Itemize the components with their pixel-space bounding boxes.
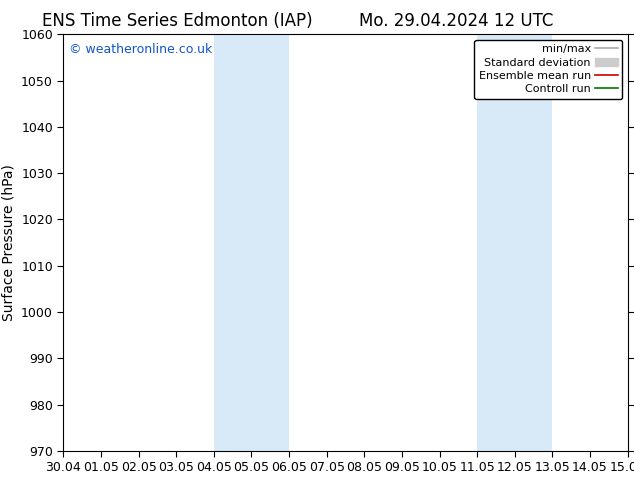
Text: © weatheronline.co.uk: © weatheronline.co.uk [69, 43, 212, 56]
Text: ENS Time Series Edmonton (IAP): ENS Time Series Edmonton (IAP) [42, 12, 313, 30]
Bar [477, 34, 552, 451]
Bar [214, 34, 289, 451]
Y-axis label: Surface Pressure (hPa): Surface Pressure (hPa) [1, 164, 16, 321]
Text: Mo. 29.04.2024 12 UTC: Mo. 29.04.2024 12 UTC [359, 12, 553, 30]
Legend: min/max, Standard deviation, Ensemble mean run, Controll run: min/max, Standard deviation, Ensemble me… [474, 40, 622, 99]
